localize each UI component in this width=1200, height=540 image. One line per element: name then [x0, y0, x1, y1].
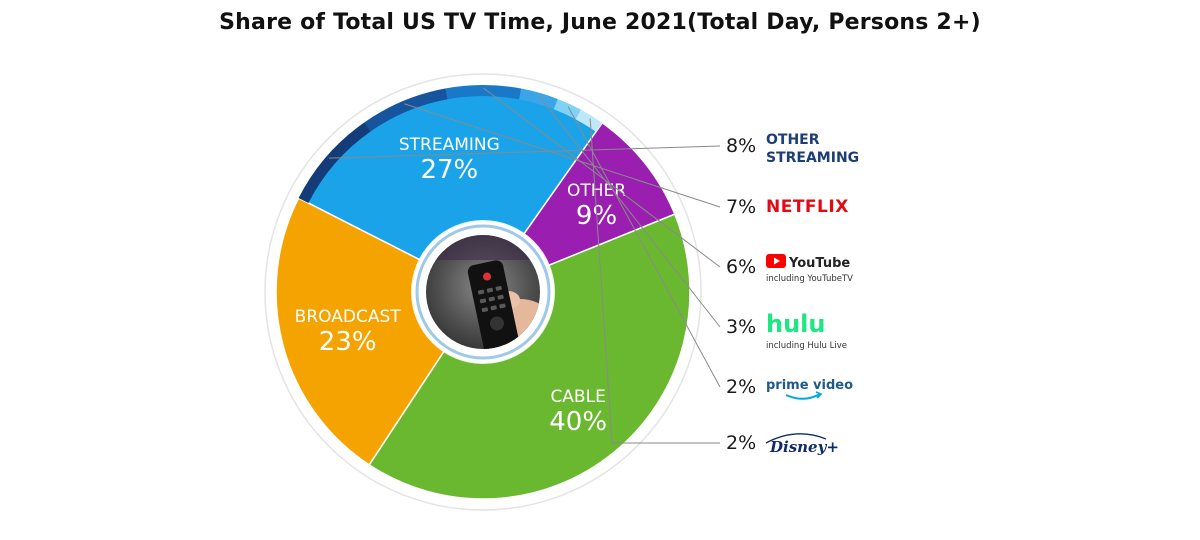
leader-other_streaming	[329, 145, 721, 159]
slice-value-broadcast: 23%	[319, 327, 377, 357]
band-netflix	[364, 88, 448, 132]
slice-name-cable: CABLE	[550, 387, 605, 407]
streaming-sub-bands	[298, 85, 603, 204]
streaming-legend: 8% OTHER STREAMING 7% NETFLIX 6% YouTube includ…	[726, 132, 859, 456]
legend-note-hulu: including Hulu Live	[766, 341, 847, 351]
legend-note-youtube: including YouTubeTV	[766, 274, 853, 284]
band-hulu	[519, 88, 558, 110]
leader-lines	[329, 87, 721, 444]
legend-name-hulu: hulu	[766, 310, 825, 338]
band-other_streaming	[298, 122, 371, 204]
slice-name-broadcast: BROADCAST	[295, 307, 402, 327]
legend-name-disney: Disney+	[769, 438, 839, 456]
legend-value-disney: 2%	[726, 432, 756, 454]
leader-netflix	[404, 103, 721, 208]
disney-arc-icon	[765, 433, 827, 444]
chart-title: Share of Total US TV Time, June 2021(Tot…	[219, 10, 981, 35]
legend-value-hulu: 3%	[726, 316, 756, 338]
prime-smile-icon	[785, 393, 821, 400]
leader-prime	[567, 106, 721, 388]
legend-name-netflix: NETFLIX	[766, 197, 849, 217]
leader-youtube	[483, 87, 721, 268]
legend-value-youtube: 6%	[726, 256, 756, 278]
legend-name-prime: prime video	[766, 378, 853, 393]
slice-value-cable: 40%	[549, 407, 607, 437]
legend-value-netflix: 7%	[726, 196, 756, 218]
leader-disney	[589, 118, 720, 444]
legend-name-other_streaming: OTHER STREAMING	[766, 132, 859, 166]
band-prime	[553, 98, 581, 120]
slice-name-streaming: STREAMING	[399, 135, 500, 155]
band-youtube	[445, 85, 522, 100]
main-slices	[275, 84, 691, 500]
band-disney	[575, 109, 603, 132]
legend-name-youtube: YouTube	[788, 256, 850, 271]
legend-value-prime: 2%	[726, 376, 756, 398]
inner-ring-line	[415, 224, 551, 360]
slice-value-streaming: 27%	[420, 155, 478, 185]
leader-hulu	[538, 95, 721, 328]
legend-value-other_streaming: 8%	[726, 135, 756, 157]
